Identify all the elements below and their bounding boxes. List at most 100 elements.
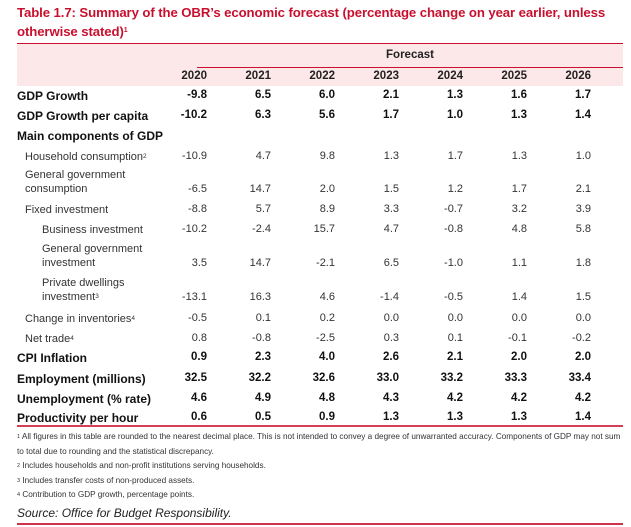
forecast-label: Forecast bbox=[386, 49, 434, 61]
cell-2021: 14.7 bbox=[249, 183, 271, 195]
row-label-text: GDP Growth per capita bbox=[17, 109, 149, 123]
row-label-line: General government bbox=[42, 243, 143, 255]
cell-2024: 1.0 bbox=[447, 109, 463, 121]
row-label-text: Main components of GDP bbox=[17, 129, 164, 143]
cell-2023: 1.5 bbox=[383, 183, 399, 195]
year-header: 2023 bbox=[373, 70, 399, 82]
row-label: CPI Inflation bbox=[17, 351, 87, 365]
footnotes: 1 All figures in this table are rounded … bbox=[17, 430, 623, 503]
cell-2020: -10.2 bbox=[180, 109, 207, 121]
table-row: CPI Inflation 0.9 2.3 4.0 2.6 2.1 2.0 2.0 bbox=[17, 350, 623, 368]
table-bottom-rule bbox=[17, 425, 623, 427]
cell-2022: 9.8 bbox=[319, 150, 335, 162]
footnote: 4 Contribution to GDP growth, percentage… bbox=[17, 488, 623, 503]
cell-2023: 1.3 bbox=[383, 411, 399, 423]
cell-2020: -6.5 bbox=[188, 183, 207, 195]
title-footnote-mark: 1 bbox=[123, 27, 128, 34]
row-label-line: investment bbox=[42, 257, 96, 269]
cell-2026: 2.0 bbox=[575, 351, 591, 363]
year-header: 2022 bbox=[309, 70, 335, 82]
cell-2021: 6.5 bbox=[255, 89, 271, 101]
year-header: 2024 bbox=[437, 70, 463, 82]
cell-2024: 0.1 bbox=[447, 332, 463, 344]
cell-2021: 32.2 bbox=[248, 372, 271, 384]
cell-2021: 4.7 bbox=[255, 150, 271, 162]
cell-2023: 0.0 bbox=[383, 312, 399, 324]
cell-2026: 1.4 bbox=[575, 109, 591, 121]
cell-2026: 1.0 bbox=[575, 150, 591, 162]
cell-2026: 33.4 bbox=[568, 372, 591, 384]
row-label: Household consumption2 bbox=[25, 150, 147, 164]
row-label: GDP Growth per capita bbox=[17, 109, 148, 123]
footnote-text: Includes households and non-profit insti… bbox=[22, 461, 266, 471]
cell-2024: 4.2 bbox=[447, 392, 463, 404]
footnote-mark: 2 bbox=[17, 463, 21, 470]
footnote-text: Contribution to GDP growth, percentage p… bbox=[22, 490, 195, 500]
cell-2020: -10.2 bbox=[181, 223, 207, 235]
row-label: Main components of GDP bbox=[17, 129, 163, 143]
cell-2021: 2.3 bbox=[255, 351, 271, 363]
cell-2026: 5.8 bbox=[575, 223, 591, 235]
cell-2022: -2.1 bbox=[316, 257, 335, 269]
cell-2022: 0.9 bbox=[319, 411, 335, 423]
footnote-ref: 3 bbox=[95, 293, 99, 300]
cell-2021: 16.3 bbox=[249, 291, 271, 303]
cell-2020: 4.6 bbox=[191, 392, 207, 404]
cell-2021: 0.5 bbox=[255, 411, 271, 423]
cell-2025: 1.6 bbox=[511, 89, 527, 101]
cell-2025: 1.3 bbox=[511, 411, 527, 423]
footnote-text: Includes transfer costs of non-produced … bbox=[22, 475, 195, 485]
footnote: 2 Includes households and non-profit ins… bbox=[17, 459, 623, 474]
cell-2023: 2.1 bbox=[383, 89, 399, 101]
source-rule bbox=[17, 523, 623, 525]
footnote-ref: 2 bbox=[143, 153, 147, 160]
row-label: Private dwellings investment3 bbox=[42, 276, 125, 304]
table-row: General government consumption -6.5 14.7 2.0… bbox=[17, 168, 623, 200]
forecast-divider bbox=[197, 67, 623, 68]
cell-2023: 33.0 bbox=[376, 372, 399, 384]
cell-2024: 1.3 bbox=[447, 89, 463, 101]
footnote-mark: 1 bbox=[17, 434, 21, 440]
row-label-text: Change in inventories bbox=[25, 313, 132, 325]
cell-2022: 5.6 bbox=[319, 109, 335, 121]
footnote: 1 All figures in this table are rounded … bbox=[17, 430, 623, 459]
cell-2020: -8.8 bbox=[188, 203, 207, 215]
cell-2023: 6.5 bbox=[383, 257, 399, 269]
cell-2025: 1.4 bbox=[511, 291, 527, 303]
row-label-text: Household consumption bbox=[25, 151, 144, 163]
table-row: Employment (millions) 32.5 32.2 32.6 33.0 33.… bbox=[17, 371, 623, 389]
cell-2025: 33.3 bbox=[504, 372, 527, 384]
cell-2022: 4.8 bbox=[319, 392, 335, 404]
footnote-text: All figures in this table are rounded to… bbox=[17, 432, 621, 456]
row-label-line: consumption bbox=[25, 183, 88, 195]
cell-2021: 4.9 bbox=[255, 392, 271, 404]
row-label-text: Unemployment (% rate) bbox=[17, 392, 152, 406]
cell-2024: -0.5 bbox=[444, 291, 463, 303]
cell-2021: -0.8 bbox=[252, 332, 271, 344]
row-label-text: GDP Growth bbox=[17, 89, 89, 103]
cell-2023: 1.7 bbox=[383, 109, 399, 121]
source-note: Source: Office for Budget Responsibility… bbox=[17, 506, 232, 520]
cell-2026: 1.7 bbox=[575, 89, 591, 101]
row-label-text: Employment (millions) bbox=[17, 372, 146, 386]
year-header: 2020 bbox=[181, 70, 207, 82]
cell-2025: 4.2 bbox=[511, 392, 527, 404]
cell-2023: 3.3 bbox=[383, 203, 399, 215]
cell-2024: 1.7 bbox=[447, 150, 463, 162]
cell-2024: -1.0 bbox=[444, 257, 463, 269]
table-title: Table 1.7: Summary of the OBR’s economic… bbox=[17, 3, 617, 41]
cell-2023: 4.3 bbox=[383, 392, 399, 404]
row-label-text: CPI Inflation bbox=[17, 351, 87, 365]
cell-2022: 4.0 bbox=[319, 351, 335, 363]
cell-2020: 3.5 bbox=[191, 257, 207, 269]
cell-2021: 0.1 bbox=[255, 312, 271, 324]
cell-2026: 1.5 bbox=[575, 291, 591, 303]
row-label: GDP Growth bbox=[17, 89, 88, 103]
table-row: Private dwellings investment3 -13.1 16.3 4.6… bbox=[17, 276, 623, 308]
cell-2025: 3.2 bbox=[511, 203, 527, 215]
table-row: Household consumption2 -10.9 4.7 9.8 1.3 1.7 1… bbox=[17, 149, 623, 167]
row-label: Fixed investment bbox=[25, 203, 108, 217]
cell-2025: 4.8 bbox=[511, 223, 527, 235]
cell-2026: 1.8 bbox=[575, 257, 591, 269]
row-label-text: Net trade bbox=[25, 333, 71, 345]
